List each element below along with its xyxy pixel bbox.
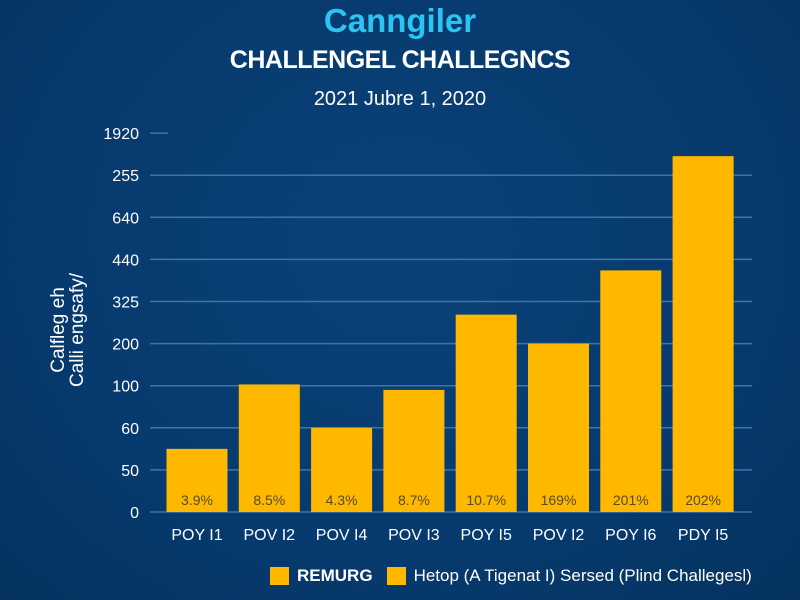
y-tick-label: 1920 [103, 126, 139, 143]
bar-data-label: 201% [613, 492, 649, 508]
bar [311, 427, 373, 512]
x-tick-label: POV I2 [533, 527, 585, 544]
bar-data-label: 169% [541, 492, 577, 508]
y-tick-label: 50 [121, 463, 139, 480]
bar-data-label: 8.5% [253, 492, 285, 508]
y-tick-label: 640 [112, 210, 139, 227]
bar [528, 343, 589, 512]
y-tick-label: 440 [112, 252, 139, 269]
x-tick-label: PDY I5 [678, 527, 729, 544]
y-tick-label: 200 [112, 337, 139, 354]
x-tick-label: POV I3 [388, 527, 440, 544]
bar-data-label: 202% [685, 492, 721, 508]
bar [455, 314, 517, 512]
y-axis-title-line-1: Calfleg eh [48, 287, 69, 373]
bar [672, 156, 734, 512]
y-tick-label: 60 [121, 421, 139, 438]
bar-data-label: 4.3% [326, 492, 358, 508]
legend-label-2: Hetop (A Tigenat I) Sersed (Plind Challe… [413, 566, 752, 585]
y-axis-title: Calfleg eh Calli engsafy/ [48, 272, 88, 388]
y-tick-label: 255 [112, 168, 139, 185]
x-tick-label: POY I6 [605, 527, 656, 544]
x-tick-label: POV I2 [244, 527, 296, 544]
legend-label-1: REMURG [297, 566, 373, 585]
legend: REMURG Hetop (A Tigenat I) Sersed (Plind… [270, 566, 752, 586]
legend-swatch-1 [270, 567, 289, 585]
bar [238, 384, 300, 512]
y-tick-label: 100 [112, 379, 139, 396]
chart-date: 2021 Jubre 1, 2020 [313, 88, 487, 110]
chart-title: Canngiler [323, 2, 477, 39]
x-tick-label: POY I5 [461, 527, 512, 544]
bar-data-label: 3.9% [181, 492, 213, 508]
chart-subtitle: CHALLENGEL CHALLEGNCS [229, 46, 571, 74]
y-tick-label: 0 [130, 505, 139, 522]
bar [383, 389, 445, 512]
bar-data-label: 10.7% [466, 492, 506, 508]
y-tick-label: 325 [112, 295, 139, 312]
x-tick-label: POY I1 [171, 527, 222, 544]
x-tick-label: POV I4 [316, 527, 368, 544]
legend-swatch-2 [386, 567, 406, 585]
bar [166, 448, 228, 512]
y-axis-title-line-2: Calli engsafy/ [67, 272, 88, 388]
bar [600, 270, 662, 512]
bar-data-label: 8.7% [398, 492, 430, 508]
